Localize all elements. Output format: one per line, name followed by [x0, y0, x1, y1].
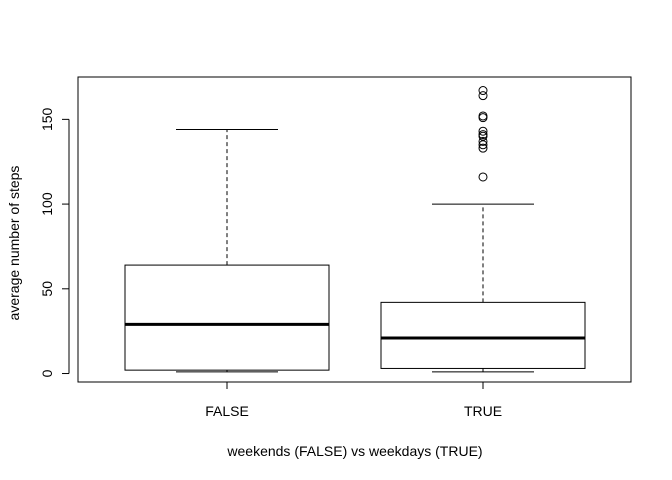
plot-marks: [62, 86, 586, 389]
y-tick-label: 100: [39, 192, 55, 216]
y-tick-label: 0: [39, 369, 55, 377]
iqr-box: [380, 301, 586, 369]
y-axis-label: average number of steps: [6, 166, 22, 321]
outlier-point: [478, 126, 488, 136]
iqr-box: [124, 264, 330, 371]
box-group-false: [124, 129, 330, 373]
plot-frame: [77, 76, 632, 383]
outlier-point: [478, 111, 488, 121]
box-group-true: [380, 86, 586, 373]
y-tick-label: 50: [39, 281, 55, 297]
outlier-point: [478, 130, 488, 140]
x-tick-label: TRUE: [464, 403, 502, 419]
x-tick-label: FALSE: [205, 403, 249, 419]
outlier-point: [478, 136, 488, 146]
x-axis-label: weekends (FALSE) vs weekdays (TRUE): [226, 443, 482, 459]
outlier-point: [478, 172, 488, 182]
outlier-point: [478, 86, 488, 96]
outlier-point: [478, 143, 488, 153]
outlier-point: [478, 91, 488, 101]
y-tick-label: 150: [39, 107, 55, 131]
